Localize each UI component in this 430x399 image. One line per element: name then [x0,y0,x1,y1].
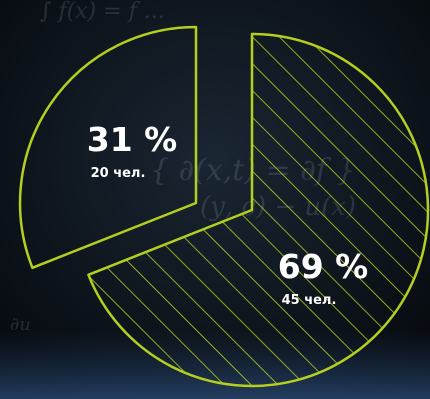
svg-text:∂𝑢: ∂𝑢 [10,314,31,335]
pie-slice [87,32,430,388]
slice-count-label: 20 чел. [91,166,146,181]
slice-percent-label: 31 % [87,120,177,159]
pie-slices [18,25,430,388]
slice-percent-label: 69 % [278,247,368,286]
slice-count-label: 45 чел. [282,293,337,308]
pie-slice [18,25,198,270]
svg-text:∫ 𝑓(𝑥) = 𝑓 ...: ∫ 𝑓(𝑥) = 𝑓 ... [40,0,165,24]
pie-labels: 31 % 20 чел. 69 % 45 чел. [87,120,368,308]
